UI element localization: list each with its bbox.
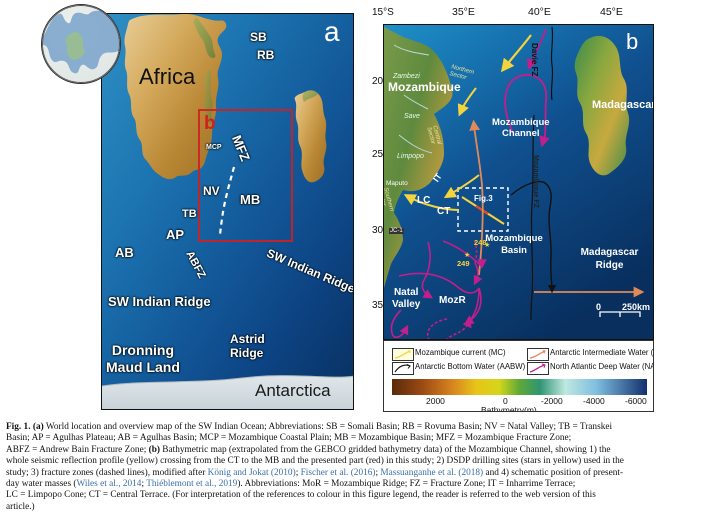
svg-text:★: ★ — [464, 251, 470, 259]
